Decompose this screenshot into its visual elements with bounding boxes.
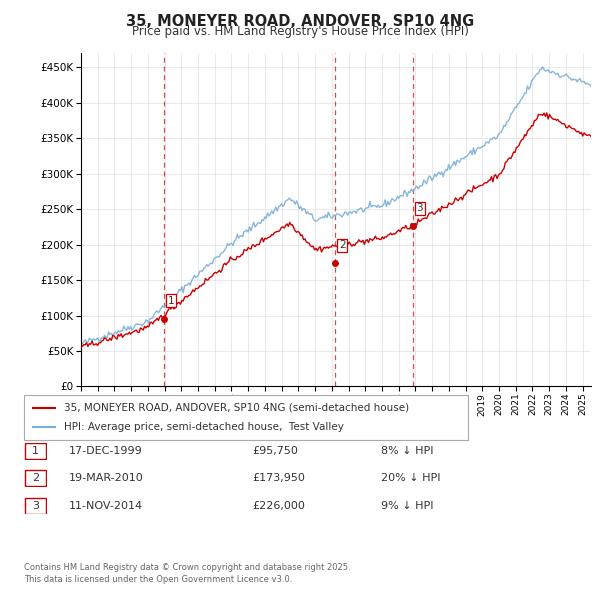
Text: £226,000: £226,000 <box>252 501 305 510</box>
Text: 35, MONEYER ROAD, ANDOVER, SP10 4NG: 35, MONEYER ROAD, ANDOVER, SP10 4NG <box>126 14 474 29</box>
Text: 2: 2 <box>339 240 346 250</box>
Text: 1: 1 <box>32 447 39 456</box>
Text: £95,750: £95,750 <box>252 447 298 456</box>
Text: HPI: Average price, semi-detached house,  Test Valley: HPI: Average price, semi-detached house,… <box>64 422 344 432</box>
Text: £173,950: £173,950 <box>252 473 305 483</box>
Text: 11-NOV-2014: 11-NOV-2014 <box>69 501 143 510</box>
Text: 35, MONEYER ROAD, ANDOVER, SP10 4NG (semi-detached house): 35, MONEYER ROAD, ANDOVER, SP10 4NG (sem… <box>64 403 409 412</box>
Text: 20% ↓ HPI: 20% ↓ HPI <box>381 473 440 483</box>
Text: 3: 3 <box>416 204 423 214</box>
Text: 8% ↓ HPI: 8% ↓ HPI <box>381 447 433 456</box>
Text: 19-MAR-2010: 19-MAR-2010 <box>69 473 144 483</box>
Text: 2: 2 <box>32 473 39 483</box>
Text: Contains HM Land Registry data © Crown copyright and database right 2025.
This d: Contains HM Land Registry data © Crown c… <box>24 563 350 584</box>
Text: 3: 3 <box>32 501 39 510</box>
Text: 1: 1 <box>167 296 174 306</box>
Text: 17-DEC-1999: 17-DEC-1999 <box>69 447 143 456</box>
Text: 9% ↓ HPI: 9% ↓ HPI <box>381 501 433 510</box>
FancyBboxPatch shape <box>24 395 468 440</box>
Text: Price paid vs. HM Land Registry's House Price Index (HPI): Price paid vs. HM Land Registry's House … <box>131 25 469 38</box>
